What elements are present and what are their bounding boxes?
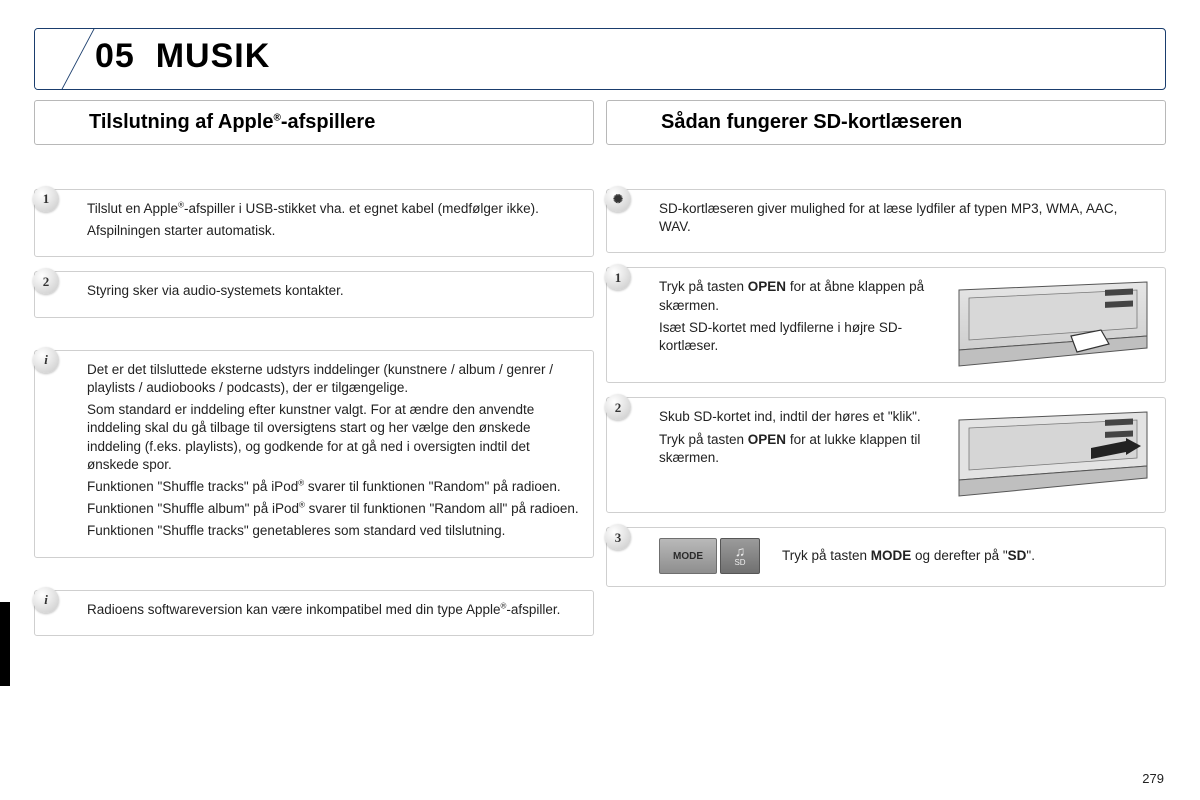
left-heading-box: Tilslutning af Apple®-afspillere — [34, 100, 594, 145]
step-badge-2: 2 — [33, 268, 59, 294]
r-step1-b: Isæt SD-kortet med lydfilerne i højre SD… — [659, 319, 941, 355]
step1-line1: Tilslut en Apple®-afspiller i USB-stikke… — [87, 200, 579, 218]
chapter-banner: 05 MUSIK — [34, 28, 1166, 90]
step1-line2: Afspilningen starter automatisk. — [87, 222, 579, 240]
mode-button-graphic: MODE ♫ SD — [659, 538, 760, 574]
page-edge-tab — [0, 602, 10, 686]
left-info-1: Det er det tilsluttede eksterne udstyrs … — [34, 350, 594, 558]
chapter-title: 05 MUSIK — [95, 37, 270, 76]
r-step2-a: Skub SD-kortet ind, indtil der høres et … — [659, 408, 941, 426]
r-step3-text: Tryk på tasten MODE og derefter på "SD". — [782, 547, 1151, 565]
chapter-number: 05 — [95, 37, 135, 75]
sd-push-illustration — [951, 408, 1151, 500]
sd-button: ♫ SD — [720, 538, 760, 574]
step2-text: Styring sker via audio-systemets kontakt… — [87, 282, 579, 300]
left-heading: Tilslutning af Apple®-afspillere — [89, 111, 579, 134]
step-badge-2: 2 — [605, 394, 631, 420]
left-column: Tilslutning af Apple®-afspillere 1 Tilsl… — [34, 100, 594, 650]
left-step-1: 1 Tilslut en Apple®-afspiller i USB-stik… — [34, 189, 594, 257]
step-badge-1: 1 — [605, 264, 631, 290]
info-icon — [33, 347, 59, 373]
bulb-icon — [605, 186, 631, 212]
mode-button: MODE — [659, 538, 717, 574]
step-badge-1: 1 — [33, 186, 59, 212]
step-badge-3: 3 — [605, 524, 631, 550]
info1-d: Funktionen "Shuffle album" på iPod® svar… — [87, 500, 579, 518]
info1-b: Som standard er inddeling efter kunstner… — [87, 401, 579, 474]
right-column: Sådan fungerer SD-kortlæseren SD-kortlæs… — [606, 100, 1166, 650]
r-step2-b: Tryk på tasten OPEN for at lukke klappen… — [659, 431, 941, 467]
sd-insert-illustration — [951, 278, 1151, 370]
info-icon — [33, 587, 59, 613]
left-info-2: Radioens softwareversion kan være inkomp… — [34, 590, 594, 636]
tip-text: SD-kortlæseren giver mulighed for at læs… — [659, 200, 1151, 236]
music-note-icon: ♫ — [735, 544, 746, 558]
right-step-3: 3 MODE ♫ SD Tryk på tasten MODE og deref… — [606, 527, 1166, 587]
right-step-2: 2 Skub SD-kortet ind, indtil der høres e… — [606, 397, 1166, 513]
right-step-1: 1 Tryk på tasten OPEN for at åbne klappe… — [606, 267, 1166, 383]
left-step-2: 2 Styring sker via audio-systemets konta… — [34, 271, 594, 317]
page-number: 279 — [1142, 771, 1164, 786]
right-heading-box: Sådan fungerer SD-kortlæseren — [606, 100, 1166, 145]
info1-e: Funktionen "Shuffle tracks" genetableres… — [87, 522, 579, 540]
info1-c: Funktionen "Shuffle tracks" på iPod® sva… — [87, 478, 579, 496]
r-step1-a: Tryk på tasten OPEN for at åbne klappen … — [659, 278, 941, 314]
info2-text: Radioens softwareversion kan være inkomp… — [87, 601, 579, 619]
chapter-name: MUSIK — [156, 37, 271, 75]
info1-a: Det er det tilsluttede eksterne udstyrs … — [87, 361, 579, 397]
right-tip: SD-kortlæseren giver mulighed for at læs… — [606, 189, 1166, 253]
right-heading: Sådan fungerer SD-kortlæseren — [661, 111, 1151, 134]
